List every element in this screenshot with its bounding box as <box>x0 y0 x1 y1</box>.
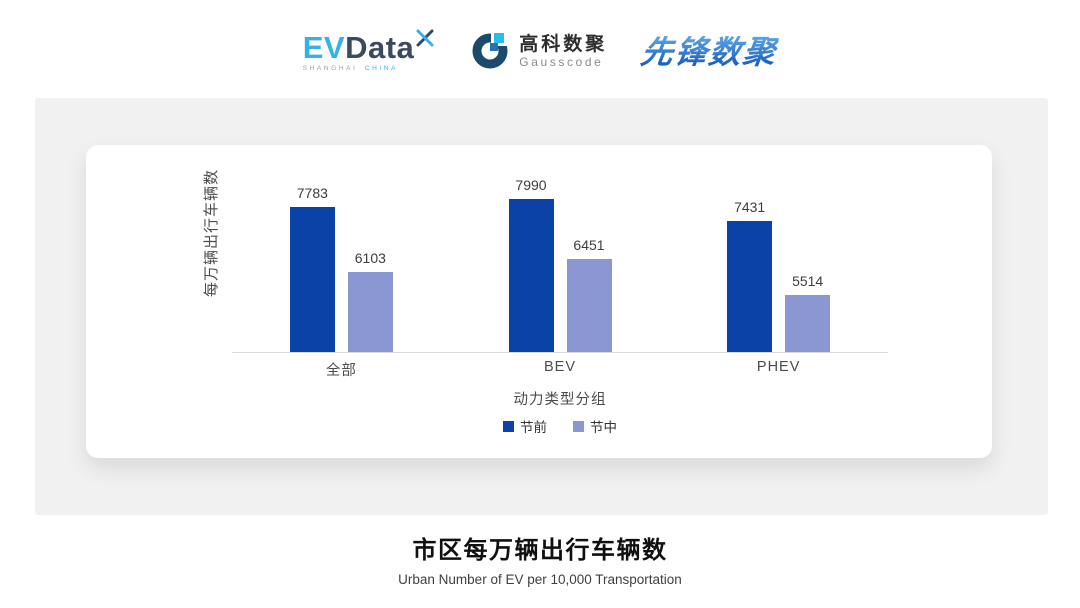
legend-label: 节前 <box>520 420 547 435</box>
pioneer-logo: 先锋数聚 <box>638 34 780 70</box>
gausscode-ring-icon <box>469 28 512 76</box>
bar-节中-全部 <box>347 271 393 352</box>
evdata-logo: EV Data SHANGHAI CHINA <box>302 29 436 73</box>
value-label: 7783 <box>296 185 328 201</box>
gausscode-cn: 高科数聚 <box>519 34 608 56</box>
legend-label: 节中 <box>590 420 617 435</box>
chart-title: 市区每万辆出行车辆数 <box>412 537 668 564</box>
gausscode-text: 高科数聚 Gausscode <box>519 34 607 70</box>
bar-节中-PHEV <box>785 294 831 352</box>
legend-swatch-icon <box>573 420 584 432</box>
value-label: 7990 <box>515 177 547 193</box>
value-label: 6451 <box>573 236 605 253</box>
value-label: 6103 <box>354 249 386 266</box>
evdata-spark-icon <box>415 28 435 52</box>
x-axis-line <box>232 352 888 353</box>
evdata-subtitle: SHANGHAI CHINA <box>302 64 436 73</box>
evdata-wordmark: EV Data <box>302 29 436 65</box>
chart-stage-panel: 每万辆出行车辆数 7783 6103 7990 6451 7431 5514 全部 BEV P… <box>35 98 1048 515</box>
category-axis: 全部 BEV PHEV <box>232 359 888 379</box>
category-label-BEV: BEV <box>543 359 576 375</box>
evdata-sub-right: CHINA <box>364 64 399 72</box>
bar-节前-全部 <box>289 207 335 352</box>
evdata-sub-left: SHANGHAI <box>302 64 358 72</box>
plot-area: 7783 6103 7990 6451 7431 5514 <box>232 145 888 352</box>
legend: 节前 节中 <box>232 416 888 436</box>
bar-节前-PHEV <box>727 220 773 352</box>
legend-item-节中: 节中 <box>573 416 617 436</box>
legend-swatch-icon <box>503 420 514 432</box>
value-label: 5514 <box>792 272 824 289</box>
logo-bar: EV Data SHANGHAI CHINA 高科数聚 G <box>0 14 1080 90</box>
value-label: 7431 <box>734 198 766 215</box>
x-axis-title: 动力类型分组 <box>513 392 607 408</box>
legend-item-节前: 节前 <box>503 416 547 436</box>
category-label-全部: 全部 <box>325 363 357 379</box>
gausscode-en: Gausscode <box>519 55 604 70</box>
caption: 市区每万辆出行车辆数 Urban Number of EV per 10,000… <box>0 530 1080 587</box>
evdata-ev-text: EV <box>302 29 346 65</box>
bar-节中-BEV <box>566 258 612 352</box>
gausscode-logo: 高科数聚 Gausscode <box>469 28 607 76</box>
chart-card: 每万辆出行车辆数 7783 6103 7990 6451 7431 5514 全部 BEV P… <box>86 145 992 458</box>
bar-节前-BEV <box>508 199 554 352</box>
evdata-data-text: Data <box>345 29 415 65</box>
category-label-PHEV: PHEV <box>756 359 801 375</box>
chart-subtitle: Urban Number of EV per 10,000 Transporta… <box>398 572 682 587</box>
y-axis-label: 每万辆出行车辆数 <box>203 169 220 298</box>
